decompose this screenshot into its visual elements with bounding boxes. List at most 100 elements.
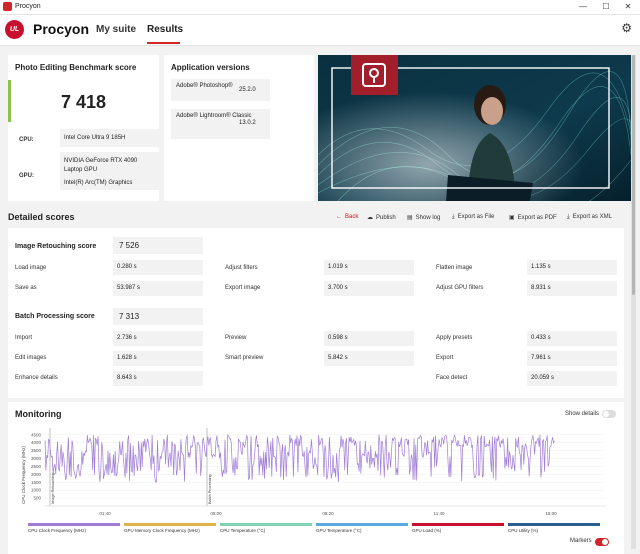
legend-color-bar xyxy=(28,523,120,526)
metric-label: Flatten image xyxy=(436,265,473,271)
y-tick-label: 500 xyxy=(33,496,41,501)
metric-label: Smart preview xyxy=(225,355,264,361)
gpu-secondary: Intel(R) Arc(TM) Graphics xyxy=(64,180,133,186)
markers-toggle[interactable] xyxy=(595,538,609,546)
y-tick-label: 2500 xyxy=(31,464,42,469)
y-tick-label: 4000 xyxy=(31,440,42,445)
metric-label: Adjust filters xyxy=(225,265,258,271)
metric-label: Export xyxy=(436,355,454,361)
legend-color-bar xyxy=(124,523,216,526)
legend-item[interactable]: GPU Memory Clock Frequency (MHz) xyxy=(124,523,216,533)
retouching-title: Image Retouching score xyxy=(15,243,97,250)
back-button[interactable]: ← Back xyxy=(336,214,359,220)
legend-color-bar xyxy=(316,523,408,526)
app-name-photoshop: Adobe® Photoshop® xyxy=(171,79,270,101)
metric-value: 8.643 s xyxy=(113,371,203,386)
y-tick-label: 3000 xyxy=(31,456,42,461)
benchmark-score-card: Photo Editing Benchmark score 7 418 CPU:… xyxy=(8,55,160,201)
toggle-knob xyxy=(602,539,608,545)
tab-my-suite[interactable]: My suite xyxy=(96,24,137,35)
metric-value: 1.628 s xyxy=(113,351,203,366)
cpu-frequency-line xyxy=(44,434,555,483)
legend-color-bar xyxy=(220,523,312,526)
detailed-scores-title: Detailed scores xyxy=(8,212,75,222)
retouching-score: 7 526 xyxy=(113,237,203,254)
metric-label: Edit images xyxy=(15,355,47,361)
save-icon: ▣ xyxy=(509,215,515,221)
ul-logo: UL xyxy=(5,20,24,39)
x-tick-label: 11:40 xyxy=(434,511,445,516)
download-icon: ⤓ xyxy=(567,214,570,220)
score-accent-bar xyxy=(8,80,11,122)
metric-label: Adjust GPU filters xyxy=(436,285,484,291)
metric-value: 0.433 s xyxy=(527,331,617,346)
metric-label: Save as xyxy=(15,285,37,291)
legend-color-bar xyxy=(508,523,600,526)
detailed-scores-card: Image Retouching score 7 526 Load image … xyxy=(8,228,624,398)
marker-label: Image Retouching xyxy=(51,473,55,504)
metric-value: 0.598 s xyxy=(324,331,414,346)
metric-value: 7.961 s xyxy=(527,351,617,366)
y-tick-label: 1500 xyxy=(31,480,42,485)
back-arrow-icon: ← xyxy=(336,214,342,220)
hero-illustration xyxy=(318,55,631,201)
markers-label: Markers xyxy=(570,538,592,544)
y-tick-label: 3500 xyxy=(31,448,42,453)
show-log-button[interactable]: ▤ Show log xyxy=(407,215,441,221)
gpu-values: NVIDIA GeForce RTX 4090 Laptop GPU Intel… xyxy=(60,152,160,190)
metric-value: 53.987 s xyxy=(113,281,203,296)
metric-value: 2.736 s xyxy=(113,331,203,346)
monitoring-chart: 500 1000 1500 2000 2500 3000 3500 4000 4500 CPU C… xyxy=(21,428,606,516)
export-file-button[interactable]: ⤓ Export as File xyxy=(452,214,495,220)
metric-label: Face detect xyxy=(436,375,468,381)
show-details-toggle[interactable] xyxy=(602,410,616,418)
top-navbar: UL Procyon My suite Results ⚙ xyxy=(0,15,640,46)
x-tick-label: 15:00 xyxy=(545,511,557,516)
page-scrollbar[interactable] xyxy=(631,55,636,549)
monitoring-title: Monitoring xyxy=(15,409,62,419)
metric-value: 1.135 s xyxy=(527,260,617,275)
close-button[interactable]: ✕ xyxy=(624,2,632,11)
export-pdf-button[interactable]: ▣ Export as PDF xyxy=(509,215,557,221)
gpu-primary: NVIDIA GeForce RTX 4090 Laptop GPU xyxy=(64,158,138,173)
x-tick-label: 05:00 xyxy=(210,511,222,516)
x-tick-label: 08:20 xyxy=(322,511,334,516)
metric-label: Import xyxy=(15,335,33,341)
legend-label: CPU Utility (%) xyxy=(508,528,538,533)
minimize-button[interactable]: — xyxy=(579,2,587,11)
app-version-photoshop: 25.2.0 xyxy=(239,87,256,93)
tab-results[interactable]: Results xyxy=(147,24,184,35)
legend-item[interactable]: CPU Temperature (°C) xyxy=(220,523,312,533)
window-title: Procyon xyxy=(15,3,41,10)
legend-item[interactable]: GPU Load (%) xyxy=(412,523,504,533)
marker-label: Batch Processing xyxy=(208,474,212,504)
app-name-lightroom: Adobe® Lightroom® Classic xyxy=(171,109,270,139)
publish-button[interactable]: ☁ Publish xyxy=(367,215,396,221)
toggle-knob xyxy=(603,411,609,417)
legend-label: GPU Temperature (°C) xyxy=(316,528,362,533)
y-tick-label: 1000 xyxy=(31,488,42,493)
legend-item[interactable]: CPU Clock Frequency (MHz) xyxy=(28,523,120,533)
maximize-button[interactable]: ☐ xyxy=(602,2,610,11)
legend-item[interactable]: GPU Temperature (°C) xyxy=(316,523,408,533)
legend-color-bar xyxy=(412,523,504,526)
metric-value: 5.842 s xyxy=(324,351,414,366)
y-tick-label: 4500 xyxy=(31,432,42,437)
metric-label: Preview xyxy=(225,335,247,341)
scrollbar-thumb[interactable] xyxy=(632,55,635,295)
batch-score: 7 313 xyxy=(113,308,203,325)
settings-gear-icon[interactable]: ⚙ xyxy=(621,21,632,35)
legend-item[interactable]: CPU Utility (%) xyxy=(508,523,600,533)
export-xml-button[interactable]: ⤓ Export as XML xyxy=(567,214,613,220)
app-icon xyxy=(3,2,12,11)
legend-label: GPU Load (%) xyxy=(412,528,442,533)
app-version-lightroom: 13.0.2 xyxy=(239,120,256,126)
app-versions-card: Application versions Adobe® Photoshop® 2… xyxy=(164,55,314,201)
y-axis-label: CPU Clock Frequency (MHz) xyxy=(21,445,26,504)
legend-label: CPU Temperature (°C) xyxy=(220,528,266,533)
metric-label: Enhance details xyxy=(15,375,58,381)
show-details-label: Show details xyxy=(565,411,600,417)
metric-value: 8.931 s xyxy=(527,281,617,296)
y-tick-label: 2000 xyxy=(31,472,42,477)
cpu-value: Intel Core Ultra 9 185H xyxy=(60,129,160,147)
